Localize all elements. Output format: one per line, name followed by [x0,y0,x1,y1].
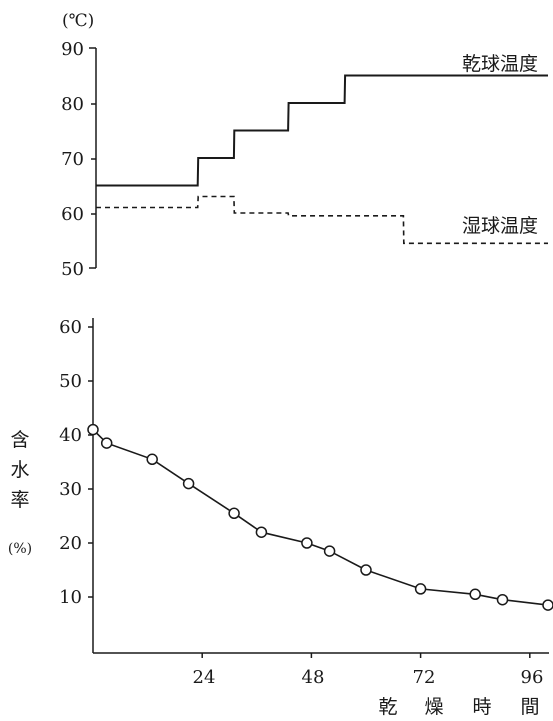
moisture-data-point [542,599,553,611]
y-axis-title-char: (%) [8,541,32,557]
moisture-data-point [100,437,113,449]
temperature-y-tick-label: 50 [61,259,84,280]
moisture-data-point [301,537,313,549]
dry-bulb-temperature-line [96,74,548,187]
x-axis-title-char: 燥 [424,696,443,718]
moisture-x-tick-label: 72 [413,667,436,688]
y-axis-title-char: 水 [10,459,29,481]
moisture-data-point [496,593,509,606]
temperature-y-ticks: 90 80 70 60 50 [61,39,96,280]
moisture-data-point [414,583,427,595]
temperature-y-tick-label: 80 [61,94,84,115]
moisture-y-tick-label: 20 [59,533,82,554]
moisture-content-line [92,429,549,606]
moisture-data-point [87,423,99,436]
moisture-data-point [360,564,372,576]
moisture-y-tick-label: 60 [59,317,82,338]
moisture-panel: 60 50 40 30 20 10 24 48 72 96 含 水 率 (%) … [8,317,553,718]
moisture-x-tick-label: 48 [302,667,325,688]
moisture-data-point [228,507,240,520]
moisture-y-axis-title: 含 水 率 (%) [8,429,32,557]
moisture-x-axis-title: 乾 燥 時 間 [378,696,539,718]
x-axis-title-char: 間 [520,696,539,718]
moisture-y-tick-label: 50 [59,371,82,392]
temperature-y-tick-label: 90 [61,39,84,60]
temperature-y-tick-label: 60 [61,204,84,225]
y-axis-title-char: 率 [10,489,29,511]
moisture-data-point [469,588,481,601]
moisture-data-point [255,526,268,538]
x-axis-title-char: 乾 [378,696,397,718]
temperature-panel: (℃) 90 80 70 60 50 乾球温度 湿球温度 [61,11,548,280]
y-axis-title-char: 含 [10,429,29,451]
moisture-y-tick-label: 10 [59,587,82,608]
moisture-y-tick-label: 40 [59,425,82,446]
moisture-x-tick-label: 24 [193,667,216,688]
wet-bulb-temperature-line [96,195,548,245]
moisture-data-point [323,545,336,557]
temperature-unit-label: (℃) [62,11,94,31]
temperature-y-tick-label: 70 [61,149,84,170]
moisture-y-ticks: 60 50 40 30 20 10 [59,317,93,608]
moisture-data-point [182,477,195,490]
moisture-y-tick-label: 30 [59,479,82,500]
moisture-data-point [146,453,158,466]
moisture-x-ticks: 24 48 72 96 [193,653,544,688]
x-axis-title-char: 時 [472,696,491,718]
wet-bulb-label: 湿球温度 [462,215,538,237]
dry-bulb-label: 乾球温度 [462,53,538,75]
moisture-content-markers [87,423,553,611]
moisture-x-tick-label: 96 [521,667,544,688]
